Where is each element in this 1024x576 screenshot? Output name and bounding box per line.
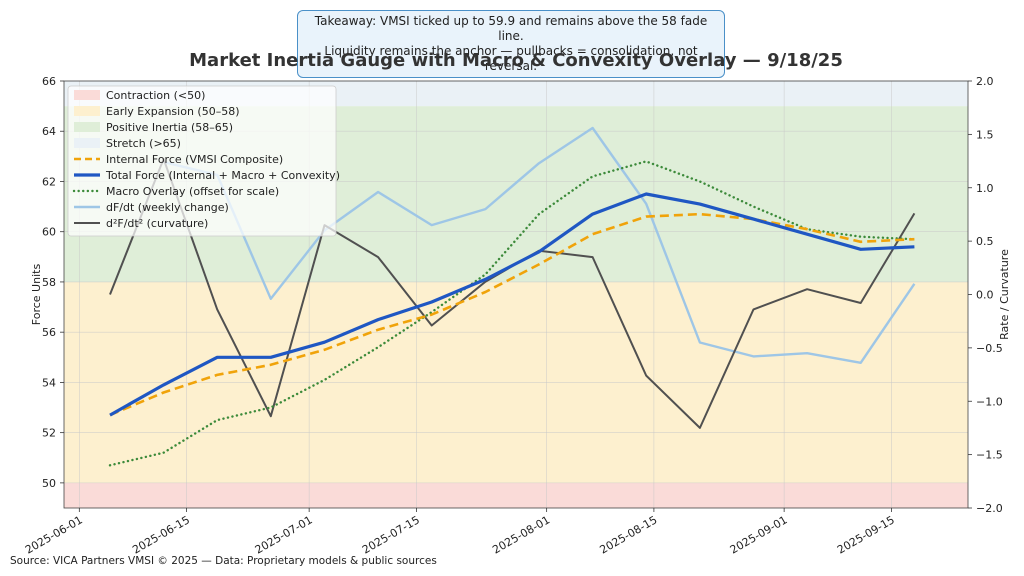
legend-label-0: Contraction (<50) bbox=[106, 89, 205, 102]
y2-tick-label: −1.0 bbox=[976, 395, 1003, 408]
chart-title: Market Inertia Gauge with Macro & Convex… bbox=[189, 50, 843, 71]
y-axis-label: Force Units bbox=[30, 264, 43, 326]
x-tick-label: 2025-06-15 bbox=[130, 513, 192, 556]
source-note: Source: VICA Partners VMSI © 2025 — Data… bbox=[10, 555, 437, 567]
series-line-1 bbox=[109, 192, 915, 417]
legend-swatch-1 bbox=[74, 106, 100, 116]
legend-label-2: Positive Inertia (58–65) bbox=[106, 121, 233, 134]
legend-frame bbox=[67, 85, 337, 237]
x-tick-label: 2025-08-15 bbox=[598, 513, 660, 556]
y-tick-label: 60 bbox=[42, 226, 56, 239]
y2-tick-label: 0.0 bbox=[976, 289, 994, 302]
x-tick-label: 2025-06-01 bbox=[23, 513, 85, 556]
y-tick-label: 52 bbox=[42, 427, 56, 440]
legend-swatch-0 bbox=[74, 90, 100, 100]
series-line-0 bbox=[109, 212, 915, 417]
y2-tick-label: 0.5 bbox=[976, 235, 994, 248]
legend-swatch-3 bbox=[74, 138, 100, 148]
y-tick-label: 66 bbox=[42, 75, 56, 88]
x-tick-label: 2025-08-01 bbox=[490, 513, 552, 556]
y2-tick-label: −2.0 bbox=[976, 502, 1003, 515]
legend-label-7: dF/dt (weekly change) bbox=[106, 201, 229, 214]
y2-tick-label: 1.5 bbox=[976, 128, 994, 141]
legend-label-5: Total Force (Internal + Macro + Convexit… bbox=[105, 169, 340, 182]
x-tick-label: 2025-09-15 bbox=[835, 513, 897, 556]
y2-axis-label: Rate / Curvature bbox=[998, 249, 1011, 340]
y-tick-label: 56 bbox=[42, 326, 56, 339]
legend-label-8: d²F/dt² (curvature) bbox=[106, 217, 208, 230]
series-line-3 bbox=[163, 126, 916, 364]
y2-tick-label: 1.0 bbox=[976, 182, 994, 195]
y2-tick-label: −1.5 bbox=[976, 449, 1003, 462]
legend-label-1: Early Expansion (50–58) bbox=[106, 105, 240, 118]
band-0 bbox=[64, 482, 968, 508]
legend-label-6: Macro Overlay (offset for scale) bbox=[106, 185, 279, 198]
takeaway-line-2: Liquidity remains the anchor — pullbacks… bbox=[324, 44, 698, 73]
x-tick-label: 2025-09-01 bbox=[728, 513, 790, 556]
series-layer bbox=[108, 126, 916, 467]
x-tick-label: 2025-07-01 bbox=[253, 513, 315, 556]
y-tick-label: 50 bbox=[42, 477, 56, 490]
takeaway-line-1: Takeaway: VMSI ticked up to 59.9 and rem… bbox=[314, 14, 708, 43]
legend: Contraction (<50) Early Expansion (50–58)… bbox=[67, 85, 340, 237]
legend-label-4: Internal Force (VMSI Composite) bbox=[106, 153, 283, 166]
y-tick-label: 64 bbox=[42, 125, 56, 138]
y2-tick-label: −0.5 bbox=[976, 342, 1003, 355]
y-tick-label: 54 bbox=[42, 376, 56, 389]
y-tick-label: 58 bbox=[42, 276, 56, 289]
x-tick-label: 2025-07-15 bbox=[360, 513, 422, 556]
series-line-2 bbox=[108, 160, 916, 467]
legend-swatch-2 bbox=[74, 122, 100, 132]
legend-label-3: Stretch (>65) bbox=[106, 137, 181, 150]
y-tick-label: 62 bbox=[42, 175, 56, 188]
takeaway-box: Takeaway: VMSI ticked up to 59.9 and rem… bbox=[297, 10, 725, 78]
y2-tick-label: 2.0 bbox=[976, 75, 994, 88]
